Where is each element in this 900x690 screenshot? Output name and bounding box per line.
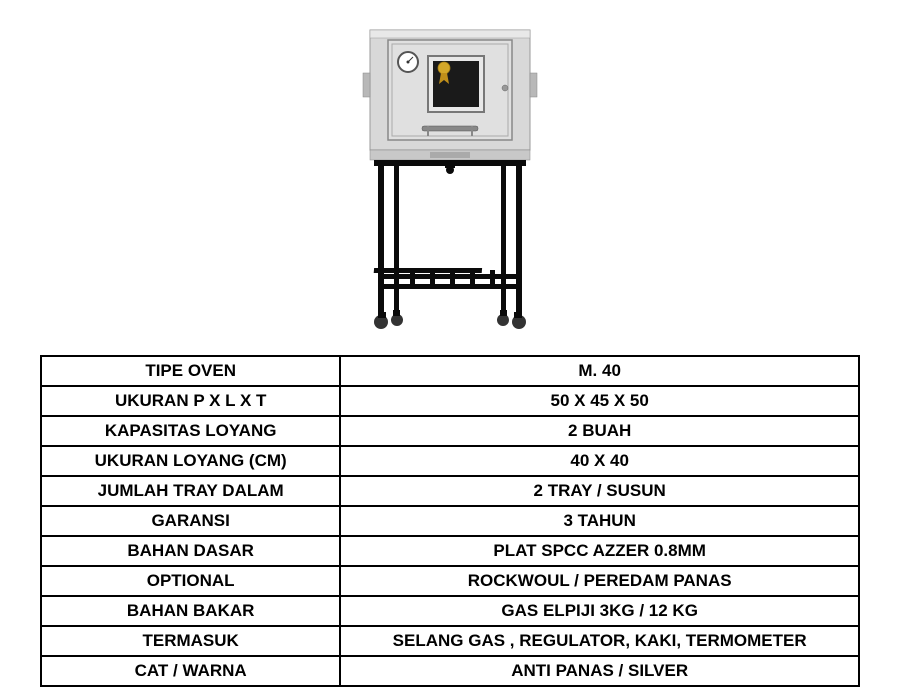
spec-table: TIPE OVENM. 40UKURAN P X L X T50 X 45 X … <box>40 355 860 687</box>
table-row: BAHAN DASARPLAT SPCC AZZER 0.8MM <box>41 536 859 566</box>
table-row: GARANSI3 TAHUN <box>41 506 859 536</box>
spec-label: JUMLAH TRAY DALAM <box>41 476 340 506</box>
spec-value: GAS ELPIJI 3KG / 12 KG <box>340 596 859 626</box>
spec-label: UKURAN LOYANG (CM) <box>41 446 340 476</box>
spec-value: 40 X 40 <box>340 446 859 476</box>
spec-value: ROCKWOUL / PEREDAM PANAS <box>340 566 859 596</box>
spec-label: GARANSI <box>41 506 340 536</box>
spec-label: UKURAN P X L X T <box>41 386 340 416</box>
spec-value: 3 TAHUN <box>340 506 859 536</box>
table-row: OPTIONALROCKWOUL / PEREDAM PANAS <box>41 566 859 596</box>
spec-table-body: TIPE OVENM. 40UKURAN P X L X T50 X 45 X … <box>41 356 859 686</box>
spec-value: 2 TRAY / SUSUN <box>340 476 859 506</box>
product-image-area <box>0 0 900 355</box>
spec-value: M. 40 <box>340 356 859 386</box>
spec-label: OPTIONAL <box>41 566 340 596</box>
table-row: BAHAN BAKARGAS ELPIJI 3KG / 12 KG <box>41 596 859 626</box>
spec-label: BAHAN DASAR <box>41 536 340 566</box>
table-row: UKURAN P X L X T50 X 45 X 50 <box>41 386 859 416</box>
spec-value: ANTI PANAS / SILVER <box>340 656 859 686</box>
table-row: TIPE OVENM. 40 <box>41 356 859 386</box>
oven-illustration <box>330 18 570 338</box>
table-row: CAT / WARNAANTI PANAS / SILVER <box>41 656 859 686</box>
spec-label: CAT / WARNA <box>41 656 340 686</box>
table-row: UKURAN LOYANG (CM)40 X 40 <box>41 446 859 476</box>
spec-label: BAHAN BAKAR <box>41 596 340 626</box>
table-row: KAPASITAS LOYANG2 BUAH <box>41 416 859 446</box>
spec-value: SELANG GAS , REGULATOR, KAKI, TERMOMETER <box>340 626 859 656</box>
spec-label: TERMASUK <box>41 626 340 656</box>
spec-value: PLAT SPCC AZZER 0.8MM <box>340 536 859 566</box>
table-row: JUMLAH TRAY DALAM2 TRAY / SUSUN <box>41 476 859 506</box>
spec-value: 2 BUAH <box>340 416 859 446</box>
table-row: TERMASUKSELANG GAS , REGULATOR, KAKI, TE… <box>41 626 859 656</box>
spec-label: TIPE OVEN <box>41 356 340 386</box>
spec-label: KAPASITAS LOYANG <box>41 416 340 446</box>
spec-value: 50 X 45 X 50 <box>340 386 859 416</box>
